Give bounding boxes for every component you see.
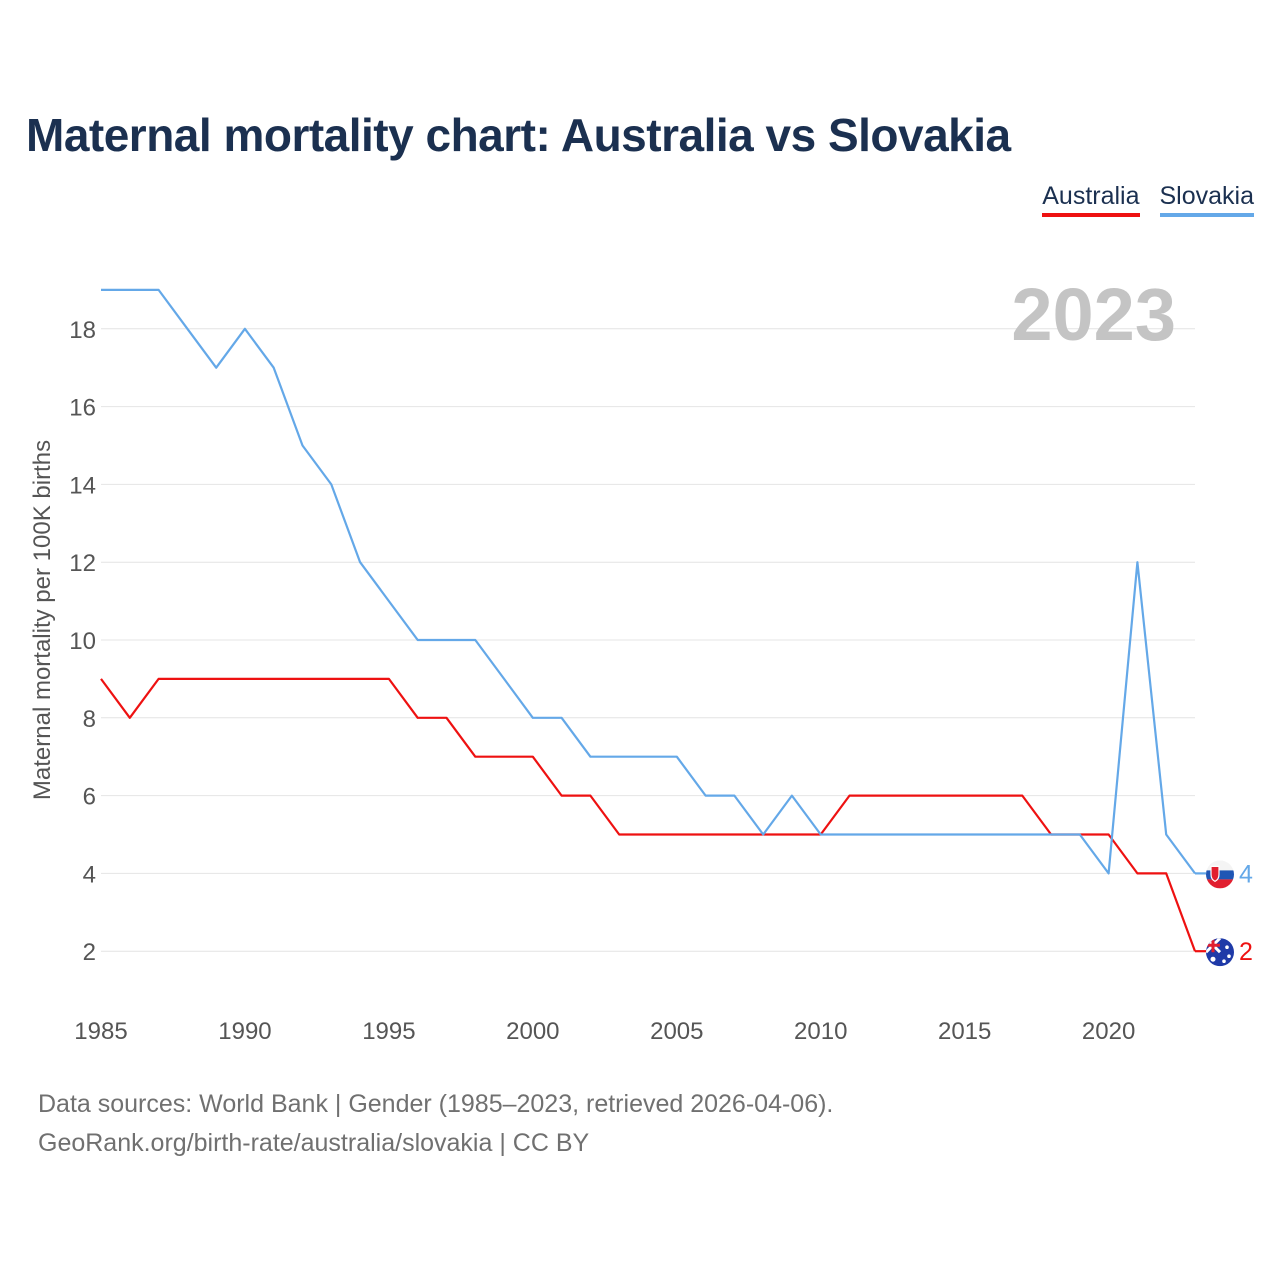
x-tick-label: 2010 — [794, 1018, 847, 1045]
x-tick-label: 2005 — [650, 1018, 703, 1045]
y-tick-label: 14 — [69, 472, 96, 499]
footer: Data sources: World Bank | Gender (1985–… — [38, 1085, 833, 1163]
x-tick-label: 2015 — [938, 1018, 991, 1045]
x-tick-label: 1995 — [362, 1018, 415, 1045]
y-tick-label: 6 — [83, 784, 96, 811]
y-axis-ticks: 2 4 6 8 10 12 14 16 18 — [69, 317, 96, 966]
x-tick-label: 2020 — [1082, 1018, 1135, 1045]
series-line-slovakia[interactable] — [101, 288, 1196, 875]
y-tick-label: 18 — [69, 317, 96, 344]
x-axis-ticks: 1985 1990 1995 2000 2005 2010 2015 2020 — [74, 1018, 1135, 1045]
current-year-label: 2023 — [1011, 273, 1176, 356]
end-value-label-australia: 2 — [1239, 938, 1253, 966]
series-end-markers: 24 — [1195, 860, 1253, 967]
y-tick-label: 4 — [83, 861, 96, 888]
chart-title: Maternal mortality chart: Australia vs S… — [26, 109, 1011, 161]
series-line-australia[interactable] — [100, 677, 1197, 952]
legend: Australia Slovakia — [1042, 182, 1254, 217]
data-source-text: Data sources: World Bank | Gender (1985–… — [38, 1090, 834, 1118]
y-tick-label: 16 — [69, 395, 96, 422]
y-tick-label: 8 — [83, 706, 96, 733]
y-tick-label: 10 — [69, 628, 96, 655]
x-tick-label: 2000 — [506, 1018, 559, 1045]
australia-flag-icon — [1206, 938, 1234, 967]
legend-item-australia[interactable]: Australia — [1042, 182, 1140, 217]
y-tick-label: 2 — [83, 939, 96, 966]
y-axis-label: Maternal mortality per 100K births — [29, 440, 56, 800]
end-value-label-slovakia: 4 — [1239, 860, 1253, 888]
x-tick-label: 1990 — [218, 1018, 271, 1045]
source-url-text: GeoRank.org/birth-rate/australia/slovaki… — [38, 1129, 590, 1157]
gridlines — [101, 328, 1195, 952]
legend-item-slovakia[interactable]: Slovakia — [1159, 182, 1254, 217]
y-tick-label: 12 — [69, 550, 96, 577]
slovakia-flag-icon — [1206, 860, 1234, 889]
series-lines — [100, 288, 1197, 952]
x-tick-label: 1985 — [74, 1018, 127, 1045]
